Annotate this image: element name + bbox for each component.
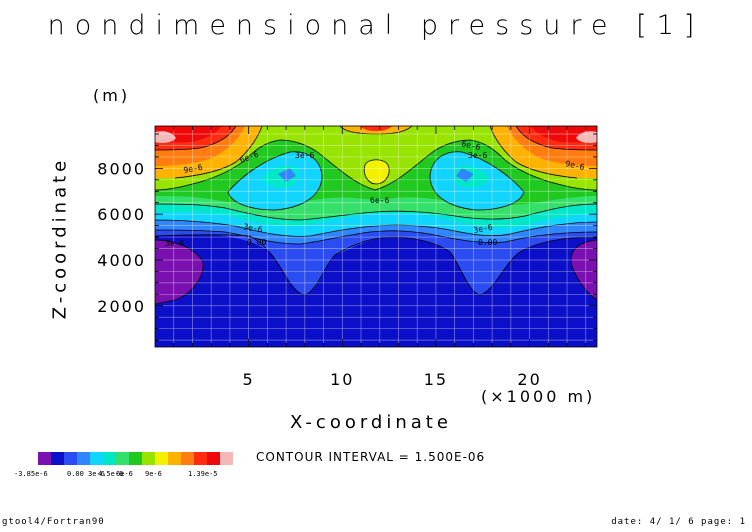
corner-left-orange (155, 126, 262, 178)
colorbar-cell (129, 452, 142, 465)
lobe-cyan-right (430, 151, 524, 210)
colorbar (38, 452, 233, 465)
colorbar-min-label: -3.85e-6 (14, 470, 48, 478)
contour-interval-text: CONTOUR INTERVAL = 1.500E-06 (256, 450, 486, 464)
footer-right-text: date: 4/ 1/ 6 page: 1 (611, 517, 746, 527)
colorbar-cell (64, 452, 77, 465)
top-center-red-core (360, 126, 392, 131)
lobe-cyan-left (228, 151, 322, 210)
contour-label: 0.00 (478, 238, 497, 247)
contour-label: 9e-6 (565, 159, 586, 172)
colorbar-labels: -3.85e-6 0.00 3e-6 4.5e-6 6e-6 9e-6 1.39… (14, 470, 218, 478)
colorbar-mid-label: 3e-6 (88, 470, 105, 478)
contour-lines (155, 126, 597, 305)
colorbar-cell (168, 452, 181, 465)
contour-label: 6e-6 (239, 150, 260, 165)
colorbar-cell (90, 452, 103, 465)
x-tick-label: 5 (243, 370, 255, 389)
lobe-teal-left (262, 165, 298, 188)
colorbar-mid-label: 9e-6 (145, 470, 162, 478)
band-purple-left (155, 240, 204, 304)
x-tick-label: 10 (330, 370, 354, 389)
colorbar-mid-label: 4.5e-6 (98, 470, 123, 478)
colorbar-cell (194, 452, 207, 465)
corner-right-red (516, 126, 597, 150)
colorbar-cell (207, 452, 220, 465)
corner-right-pink (576, 131, 597, 143)
contour-label: 9e-6 (183, 163, 204, 175)
contour-label: 3e-6 (468, 151, 487, 160)
y-tick-label: 6000 (97, 205, 146, 224)
grid-lines (155, 126, 597, 347)
center-yellow-core (364, 159, 390, 184)
corner-right-deepred (530, 126, 597, 143)
lobe-teal-right (454, 165, 490, 188)
colorbar-cell (51, 452, 64, 465)
corner-left-deepred (155, 126, 222, 143)
chart-title: nondimensional pressure [1] (47, 10, 705, 41)
top-center-red (340, 126, 412, 134)
colorbar-cell (155, 452, 168, 465)
colorbar-cell (77, 452, 90, 465)
colorbar-mid-label: 6e-6 (116, 470, 133, 478)
colorbar-cell (220, 452, 233, 465)
colorbar-max-label: 1.39e-5 (188, 470, 218, 478)
band-level-6 (155, 126, 597, 190)
y-tick-label: 2000 (97, 297, 146, 316)
band-level-5 (155, 126, 597, 205)
colorbar-cell (142, 452, 155, 465)
lobe-blue-right (456, 168, 474, 182)
corner-left-pink (155, 131, 176, 143)
contour-label: 0.00 (247, 238, 266, 247)
y-tick-label: 8000 (97, 159, 146, 178)
corner-right-orange2 (507, 126, 597, 166)
corner-right-orange (490, 126, 597, 178)
contour-label: 3e-6 (473, 223, 494, 235)
band-level-0 (155, 126, 597, 295)
plot-frame (154, 125, 598, 348)
x-tick-label: 15 (424, 370, 448, 389)
band-level-2 (155, 126, 597, 237)
axis-ticks (155, 126, 597, 347)
y-axis-label: Z-coordinate (49, 156, 71, 320)
colorbar-cell (181, 452, 194, 465)
center-yellow (351, 126, 401, 186)
corner-left-orange2 (155, 126, 245, 166)
x-axis-label: X-coordinate (290, 412, 452, 433)
colorbar-cell (103, 452, 116, 465)
contour-field (155, 126, 597, 347)
band-level-1 (155, 126, 597, 244)
band-level-4 (155, 126, 597, 220)
band-purple-right (571, 240, 597, 300)
band-level-3 (155, 126, 597, 228)
corner-left-red (155, 126, 236, 150)
contour-label: 6e-6 (461, 139, 482, 152)
colorbar-cell (38, 452, 51, 465)
contour-label: 3e-6 (295, 151, 314, 160)
band-base (155, 126, 597, 347)
contour-label: 6e-6 (370, 196, 389, 205)
contour-label-group: 9e-6 6e-6 3e-6 6e-6 6e-6 3e-6 9e-6 3e-6 … (165, 139, 585, 248)
lobe-blue-left (278, 168, 296, 182)
y-tick-label: 4000 (97, 251, 146, 270)
contour-label: 3e-6 (165, 239, 184, 248)
x-unit-label: (×1000 m) (481, 387, 596, 406)
contour-label: 3e-6 (243, 222, 264, 234)
colorbar-cell (116, 452, 129, 465)
footer-left-text: gtool4/Fortran90 (2, 517, 105, 527)
colorbar-mid-label: 0.00 (67, 470, 84, 478)
y-unit-label: (m) (93, 86, 131, 105)
